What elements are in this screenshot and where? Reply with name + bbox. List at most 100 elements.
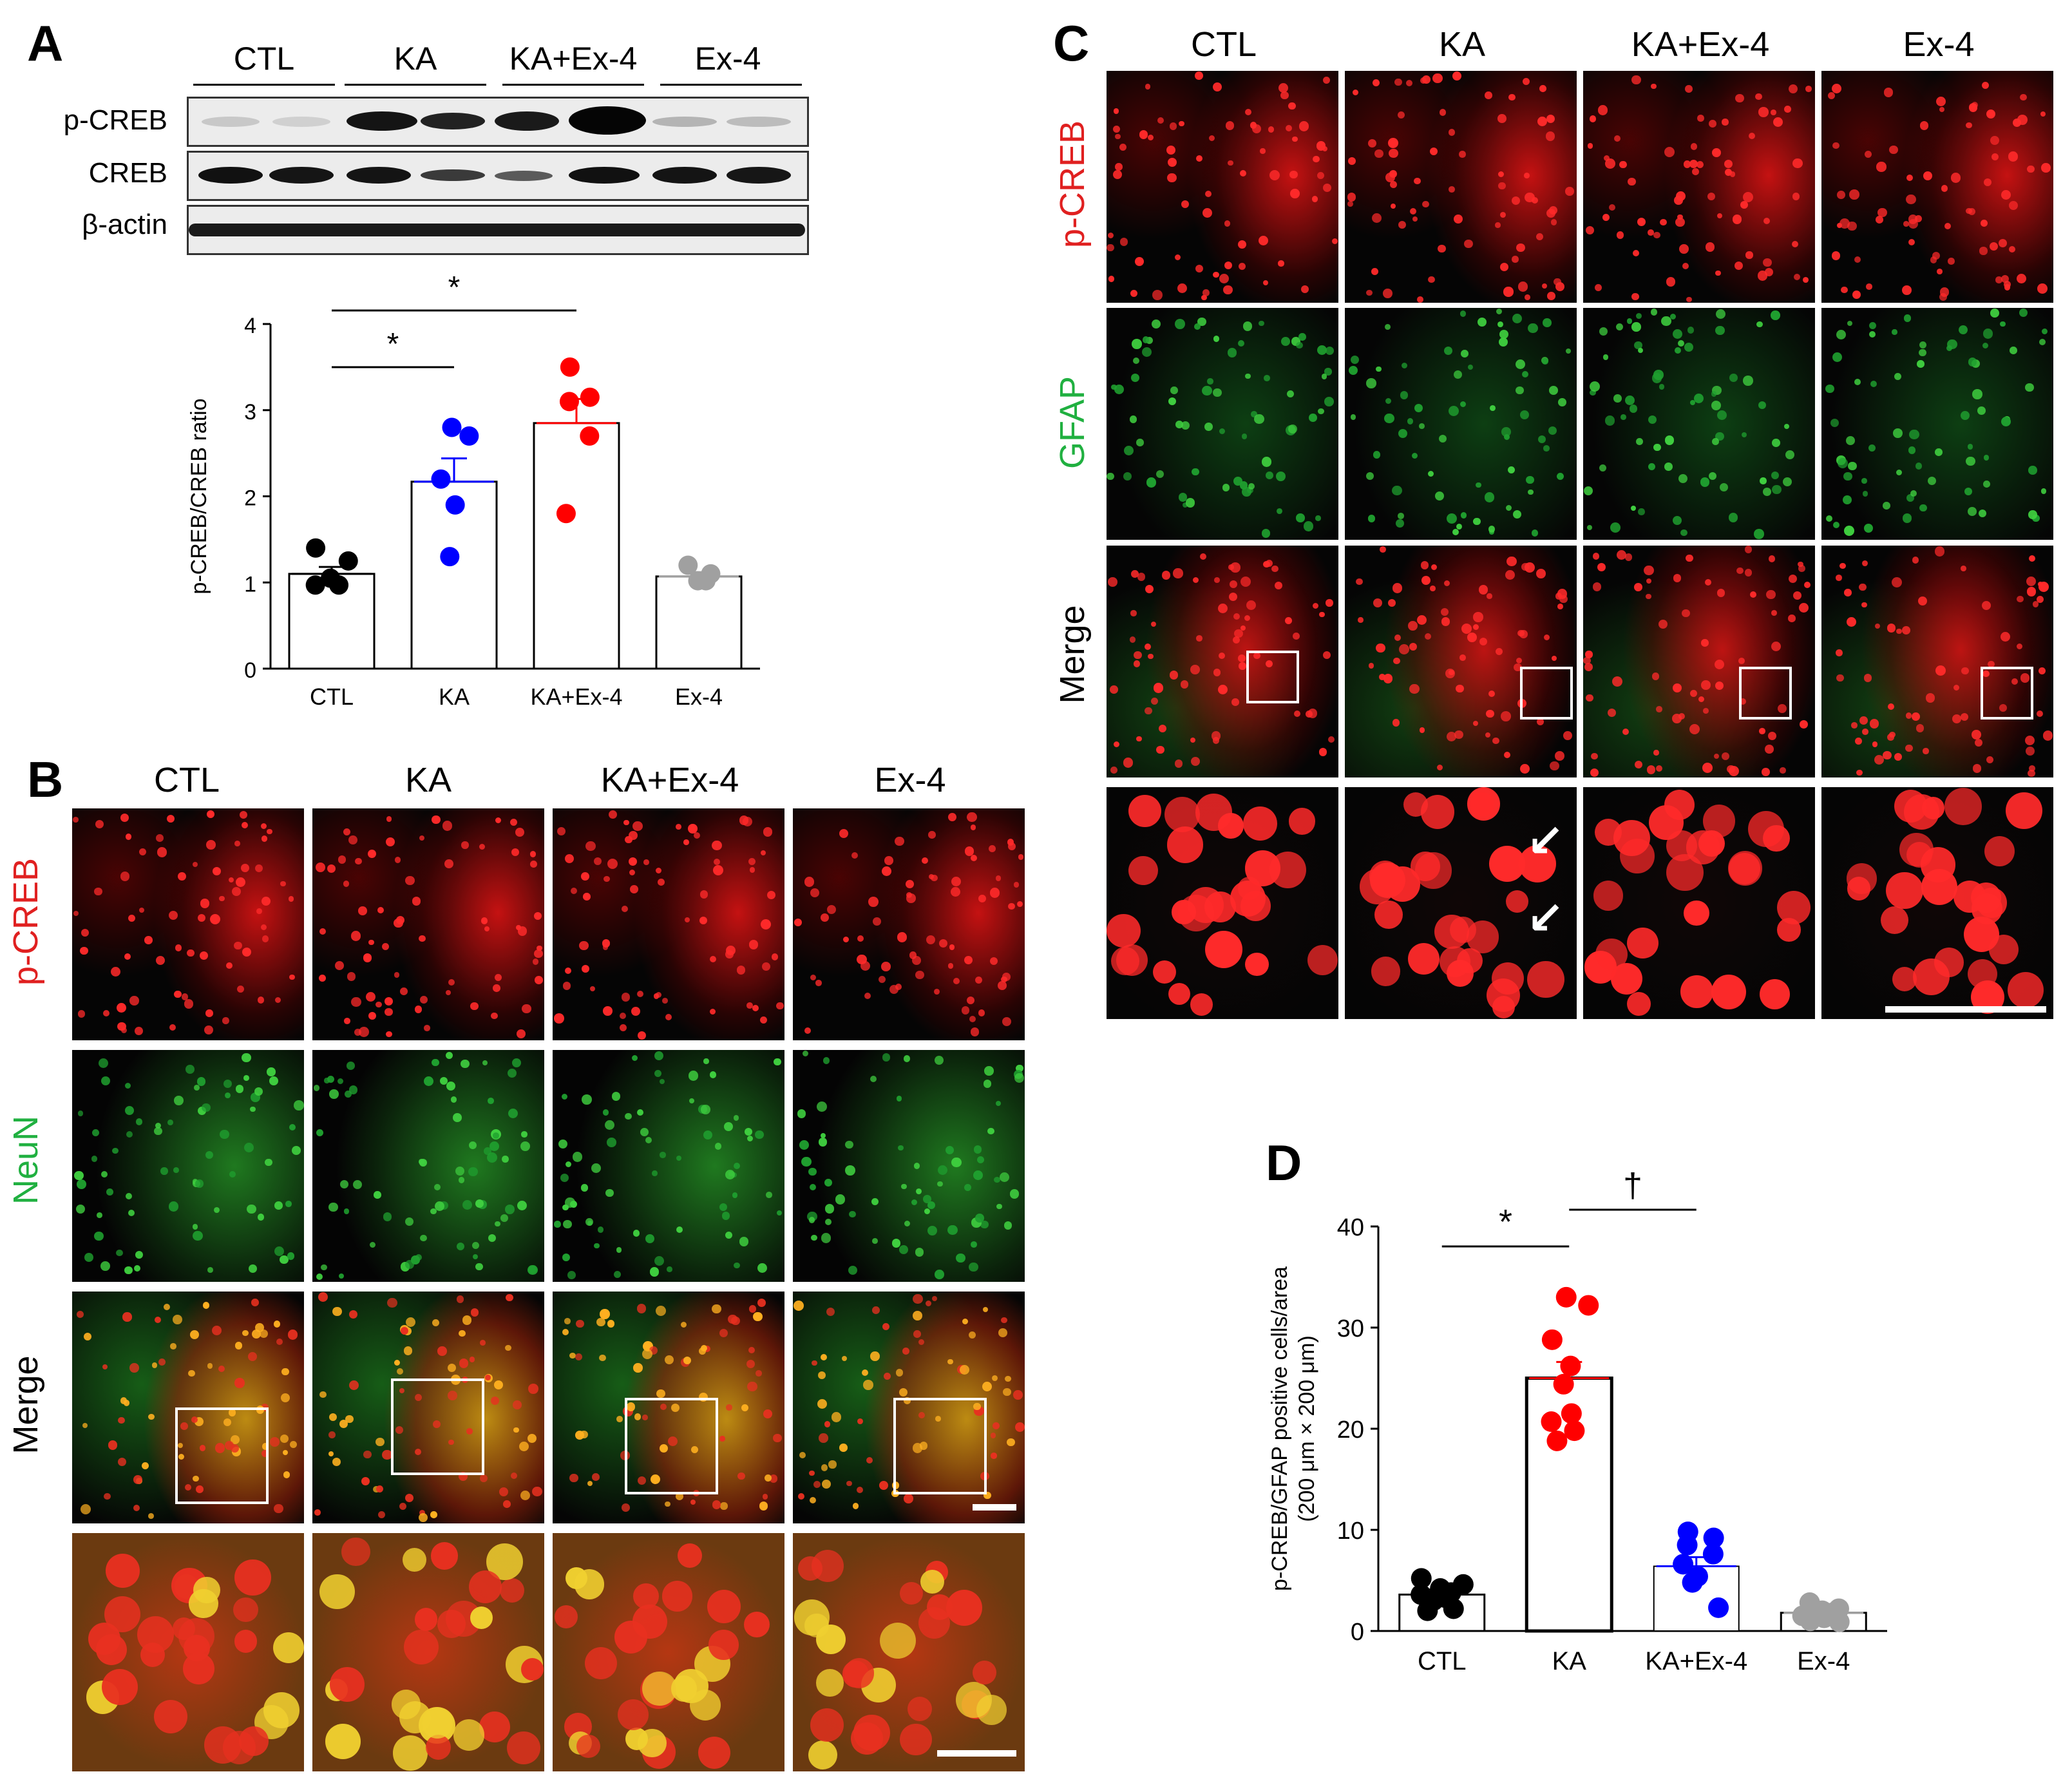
cell bbox=[1979, 509, 1987, 517]
cell bbox=[1934, 546, 1945, 557]
cell bbox=[112, 1148, 119, 1154]
cell bbox=[1794, 273, 1801, 280]
cell bbox=[1388, 148, 1398, 158]
cell bbox=[415, 1254, 422, 1261]
cell bbox=[73, 817, 79, 823]
cell bbox=[1195, 155, 1203, 162]
cell bbox=[1936, 269, 1943, 274]
cell bbox=[1986, 756, 1994, 764]
cell bbox=[344, 1090, 352, 1098]
x-tick-label: Ex-4 bbox=[1797, 1647, 1850, 1675]
cell bbox=[1261, 457, 1272, 467]
cell bbox=[821, 1232, 832, 1243]
cell bbox=[632, 821, 643, 832]
cell bbox=[394, 856, 401, 863]
cell bbox=[759, 1502, 768, 1511]
blot-group-line-ka-ex4 bbox=[502, 84, 644, 86]
micrograph-red bbox=[1107, 71, 1338, 303]
cell bbox=[580, 1430, 588, 1439]
panel-c-row-gfap: GFAP bbox=[1053, 376, 1092, 470]
cell bbox=[562, 1254, 570, 1262]
cell bbox=[811, 1360, 817, 1366]
cell bbox=[234, 1559, 271, 1596]
cell bbox=[91, 1156, 98, 1162]
cell bbox=[94, 887, 102, 896]
cell bbox=[1430, 586, 1436, 591]
cell bbox=[1982, 329, 1993, 339]
cell bbox=[135, 1118, 142, 1125]
cell bbox=[2009, 246, 2016, 253]
cell bbox=[1401, 363, 1408, 369]
cell bbox=[1217, 684, 1228, 695]
micrograph-green bbox=[312, 1050, 544, 1282]
cell bbox=[1447, 731, 1457, 742]
cell bbox=[973, 1403, 981, 1411]
cell bbox=[1839, 218, 1850, 229]
cell bbox=[1213, 669, 1221, 676]
cell bbox=[1190, 664, 1200, 674]
cell bbox=[1499, 329, 1508, 339]
cell bbox=[430, 1542, 459, 1570]
panel-c-col-ctl: CTL bbox=[1190, 25, 1257, 64]
cell bbox=[587, 1481, 593, 1487]
cell bbox=[1551, 655, 1557, 662]
cell bbox=[1143, 336, 1150, 343]
x-tick-label: Ex-4 bbox=[675, 683, 723, 710]
cell bbox=[1485, 91, 1492, 99]
cell bbox=[1454, 730, 1464, 739]
cell bbox=[602, 939, 611, 948]
cell bbox=[1139, 130, 1148, 139]
cell bbox=[1999, 239, 2008, 248]
cell bbox=[947, 812, 956, 821]
cell bbox=[1758, 401, 1767, 410]
cell bbox=[992, 1422, 1000, 1430]
cell bbox=[1119, 144, 1127, 151]
cell bbox=[1915, 215, 1923, 222]
cell bbox=[623, 819, 629, 826]
cell bbox=[122, 1312, 132, 1322]
cell bbox=[884, 1373, 891, 1380]
cell bbox=[274, 1201, 283, 1210]
cell bbox=[432, 815, 441, 825]
cell bbox=[826, 1307, 835, 1317]
cell bbox=[1274, 581, 1282, 589]
cell bbox=[1923, 748, 1929, 754]
y-tick-label: 0 bbox=[1351, 1619, 1364, 1646]
cell bbox=[1627, 927, 1659, 959]
cell bbox=[1492, 996, 1516, 1019]
cell bbox=[1150, 621, 1157, 627]
x-tick-label: CTL bbox=[1418, 1647, 1467, 1675]
cell bbox=[1772, 484, 1782, 495]
cell bbox=[225, 1092, 231, 1098]
cell bbox=[2033, 601, 2039, 607]
y-axis-label-units: (200 μm × 200 μm) bbox=[1295, 1335, 1319, 1522]
cell bbox=[1307, 945, 1338, 975]
cell bbox=[681, 1322, 687, 1328]
cell bbox=[1115, 163, 1123, 171]
cell bbox=[1763, 217, 1771, 224]
cell bbox=[1503, 287, 1514, 297]
cell bbox=[272, 1632, 304, 1664]
y-tick-label: 1 bbox=[244, 572, 256, 596]
cell bbox=[1398, 513, 1404, 519]
cell bbox=[912, 1443, 923, 1453]
cell bbox=[871, 1197, 879, 1205]
cell bbox=[1982, 671, 1990, 678]
cell bbox=[319, 1574, 355, 1609]
cell bbox=[1972, 764, 1981, 773]
cell bbox=[1590, 389, 1596, 396]
cell bbox=[1132, 339, 1142, 349]
cell bbox=[1974, 738, 1983, 747]
cell bbox=[175, 944, 182, 951]
cell bbox=[2040, 488, 2047, 495]
cell bbox=[804, 877, 815, 888]
cell bbox=[274, 1503, 283, 1513]
cell bbox=[1443, 580, 1450, 586]
cell bbox=[998, 1328, 1007, 1337]
cell bbox=[2017, 115, 2028, 125]
cell bbox=[1905, 744, 1913, 752]
y-tick-label: 4 bbox=[244, 314, 256, 338]
cell bbox=[1170, 386, 1179, 394]
cell bbox=[265, 1158, 272, 1166]
cell bbox=[328, 1431, 336, 1438]
